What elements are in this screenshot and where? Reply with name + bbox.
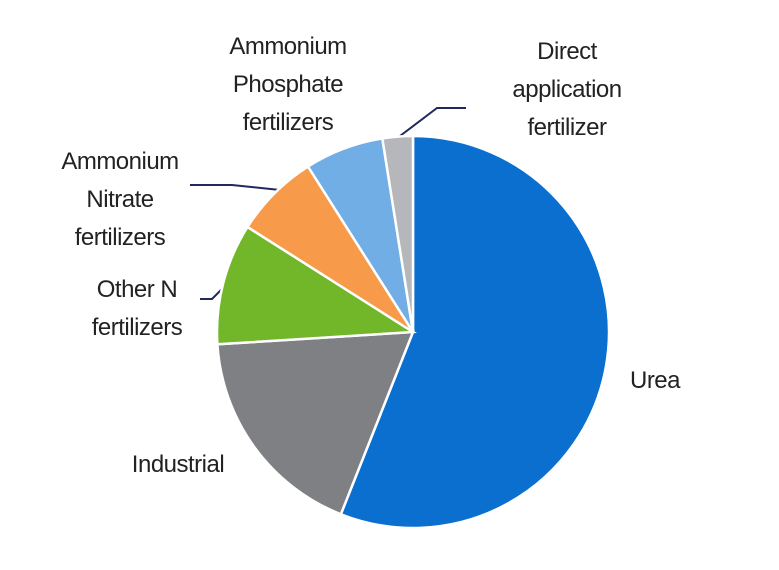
pie-slice [215, 225, 417, 346]
pie-slice [216, 330, 415, 516]
slice-label: Urea [629, 367, 681, 394]
slice-label: Ammonium Phosphate fertilizers [229, 33, 347, 136]
leader-line [190, 184, 281, 191]
slice-label: Industrial [131, 451, 225, 478]
pie-slice [380, 134, 415, 333]
pie-slice [339, 134, 611, 530]
slice-label: Direct application fertilizer [512, 38, 622, 141]
leader-line [399, 107, 466, 137]
slice-label: Ammonium Nitrate fertilizers [61, 148, 179, 251]
slice-label: Other N fertilizers [91, 276, 183, 341]
